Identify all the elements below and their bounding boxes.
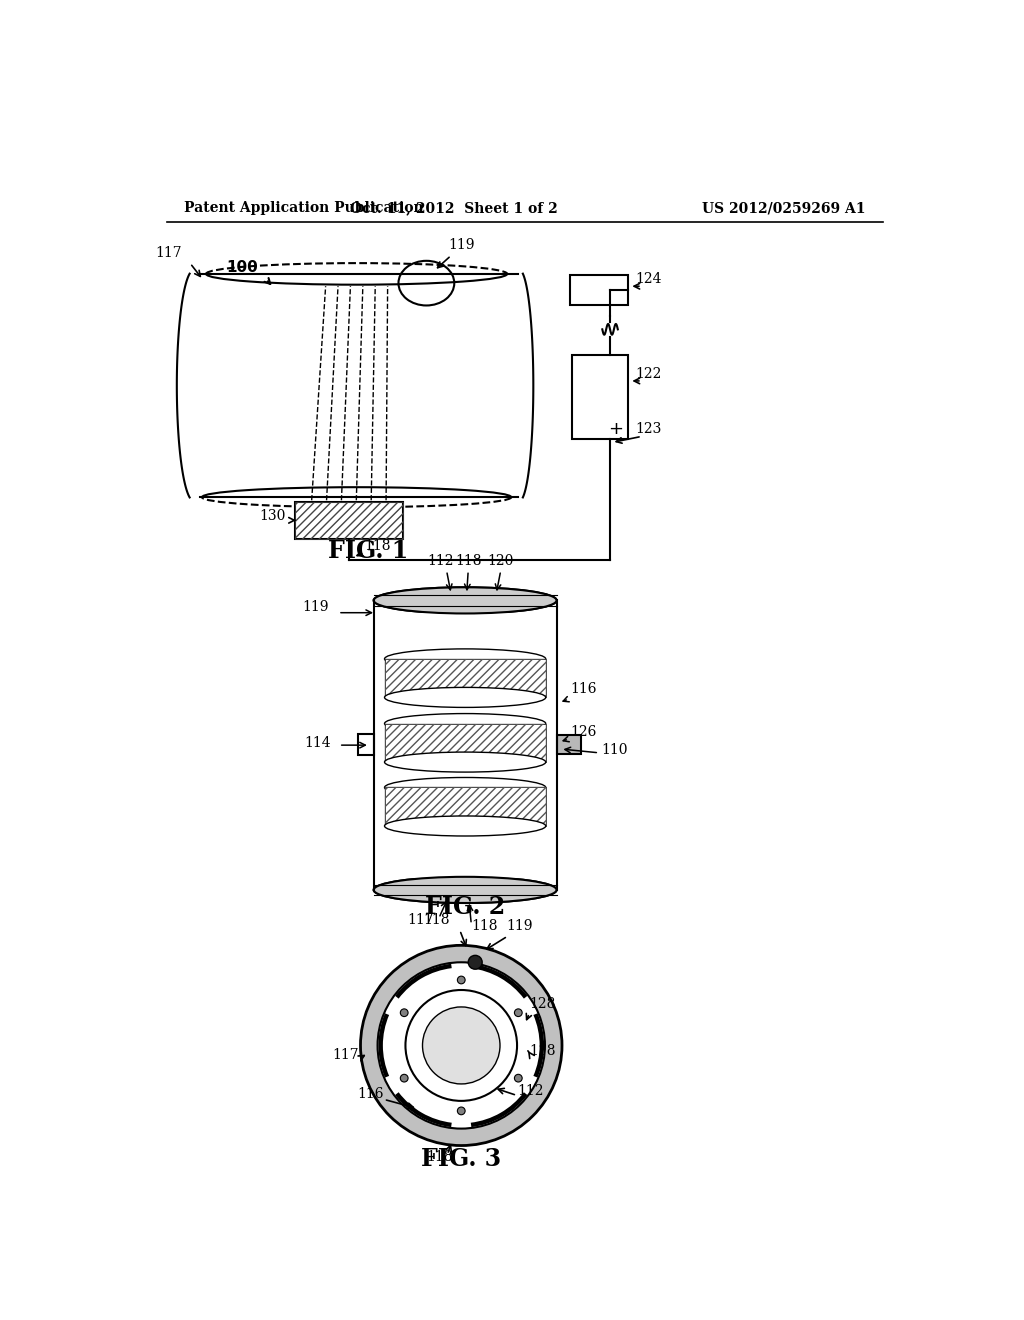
Text: 128: 128 [529,998,556,1011]
Circle shape [406,990,517,1101]
Bar [385,723,546,762]
Text: 112: 112 [517,1085,544,1098]
Text: 112: 112 [427,554,454,568]
Text: FIG. 2: FIG. 2 [425,895,505,919]
Bar [295,502,403,539]
Bar [385,723,546,762]
Circle shape [400,1074,409,1082]
Bar [569,276,628,305]
Ellipse shape [374,587,557,614]
Ellipse shape [385,777,546,797]
Ellipse shape [385,714,546,734]
Text: 119: 119 [302,601,329,614]
Circle shape [514,1008,522,1016]
Text: 100: 100 [226,260,258,276]
Text: 124: 124 [636,272,663,286]
Text: 118: 118 [529,1044,556,1057]
Text: FIG. 1: FIG. 1 [328,539,409,564]
Text: 123: 123 [636,422,662,437]
Text: 118: 118 [471,919,498,933]
Text: 118: 118 [365,539,391,553]
Bar [358,734,374,755]
Bar [295,502,403,539]
Bar [572,355,628,440]
Bar [557,735,582,754]
Bar [385,788,546,826]
Text: 117: 117 [408,913,434,927]
Text: Patent Application Publication: Patent Application Publication [183,202,424,215]
Text: 117: 117 [333,1048,359,1063]
Ellipse shape [374,587,557,614]
Text: 120: 120 [487,554,514,568]
Ellipse shape [385,752,546,772]
Circle shape [514,1074,522,1082]
Text: 118: 118 [423,913,450,927]
Circle shape [400,1008,409,1016]
Text: 116: 116 [570,681,597,696]
Bar [375,612,556,878]
Bar [385,788,546,826]
Text: 122: 122 [636,367,662,381]
Text: Oct. 11, 2012  Sheet 1 of 2: Oct. 11, 2012 Sheet 1 of 2 [349,202,557,215]
Text: 118: 118 [426,1150,453,1164]
Text: 130: 130 [259,510,286,523]
Circle shape [378,962,545,1129]
Text: 118: 118 [455,554,481,568]
Text: FIG. 3: FIG. 3 [421,1147,502,1171]
Bar [385,659,546,697]
Text: 119: 119 [506,919,532,933]
Bar [385,659,546,697]
Ellipse shape [374,876,557,903]
Text: +: + [608,420,623,438]
Text: 119: 119 [449,238,474,252]
Text: 117: 117 [156,246,182,260]
Ellipse shape [385,649,546,669]
Text: 114: 114 [304,735,331,750]
Ellipse shape [374,876,557,903]
Circle shape [458,1107,465,1114]
Text: 110: 110 [601,743,628,758]
Circle shape [458,977,465,983]
Text: 116: 116 [357,1086,384,1101]
Circle shape [360,945,562,1146]
Circle shape [423,1007,500,1084]
Text: US 2012/0259269 A1: US 2012/0259269 A1 [701,202,865,215]
Circle shape [468,956,482,969]
Text: 126: 126 [570,725,597,739]
Ellipse shape [385,688,546,708]
Ellipse shape [385,816,546,836]
